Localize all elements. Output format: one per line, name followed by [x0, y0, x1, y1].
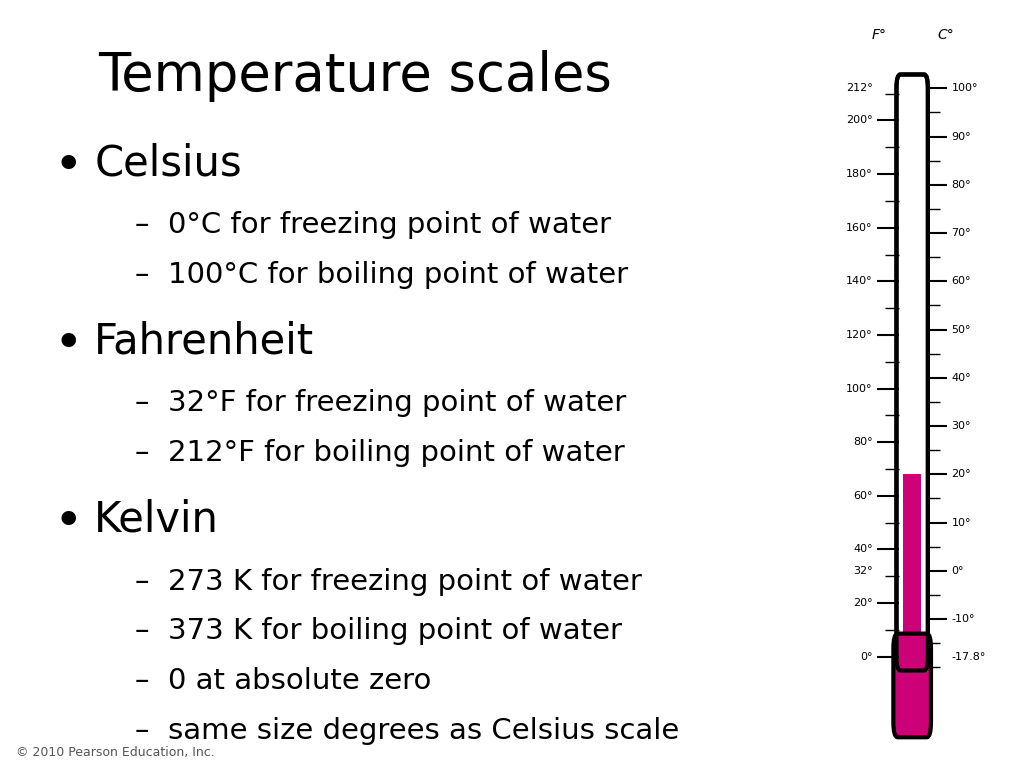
- Text: 0°: 0°: [860, 651, 872, 662]
- Text: © 2010 Pearson Education, Inc.: © 2010 Pearson Education, Inc.: [16, 746, 215, 759]
- Text: -10°: -10°: [951, 614, 975, 624]
- FancyBboxPatch shape: [893, 634, 931, 737]
- Text: 212°: 212°: [846, 83, 872, 94]
- Text: –  0°C for freezing point of water: – 0°C for freezing point of water: [135, 211, 611, 239]
- Text: 80°: 80°: [951, 180, 971, 190]
- Text: –  32°F for freezing point of water: – 32°F for freezing point of water: [135, 389, 627, 417]
- Text: Fahrenheit: Fahrenheit: [94, 320, 314, 362]
- Text: –  212°F for boiling point of water: – 212°F for boiling point of water: [135, 439, 625, 467]
- Text: –  273 K for freezing point of water: – 273 K for freezing point of water: [135, 568, 642, 595]
- Text: Kelvin: Kelvin: [94, 498, 219, 541]
- Text: 30°: 30°: [951, 421, 971, 431]
- Text: 60°: 60°: [853, 491, 872, 501]
- Text: –  same size degrees as Celsius scale: – same size degrees as Celsius scale: [135, 717, 679, 745]
- Text: 160°: 160°: [846, 223, 872, 233]
- Text: 180°: 180°: [846, 169, 872, 179]
- Text: 140°: 140°: [846, 276, 872, 286]
- Text: -17.8°: -17.8°: [951, 652, 986, 662]
- Bar: [903, 475, 922, 653]
- Text: Celsius: Celsius: [94, 142, 242, 184]
- Text: •: •: [53, 142, 83, 190]
- Text: 10°: 10°: [951, 518, 971, 528]
- Text: 100°: 100°: [846, 383, 872, 393]
- Text: Temperature scales: Temperature scales: [98, 50, 612, 102]
- Text: 32°: 32°: [853, 566, 872, 576]
- Text: 70°: 70°: [951, 228, 971, 238]
- Text: F°: F°: [871, 28, 887, 42]
- Text: 20°: 20°: [853, 598, 872, 608]
- Text: 90°: 90°: [951, 131, 971, 141]
- Text: –  373 K for boiling point of water: – 373 K for boiling point of water: [135, 617, 623, 645]
- Text: 40°: 40°: [853, 545, 872, 554]
- Bar: [903, 641, 922, 660]
- Text: 120°: 120°: [846, 330, 872, 340]
- Text: 200°: 200°: [846, 115, 872, 125]
- FancyBboxPatch shape: [896, 74, 928, 670]
- Text: C°: C°: [937, 28, 954, 42]
- Text: 100°: 100°: [951, 83, 978, 94]
- Text: –  0 at absolute zero: – 0 at absolute zero: [135, 667, 431, 695]
- Text: •: •: [53, 498, 83, 547]
- Text: 50°: 50°: [951, 325, 971, 335]
- Text: 60°: 60°: [951, 276, 971, 286]
- Text: •: •: [53, 320, 83, 369]
- Text: –  100°C for boiling point of water: – 100°C for boiling point of water: [135, 261, 629, 289]
- Text: 40°: 40°: [951, 372, 971, 382]
- Text: 80°: 80°: [853, 437, 872, 447]
- Text: 20°: 20°: [951, 469, 971, 479]
- Text: 0°: 0°: [951, 566, 964, 576]
